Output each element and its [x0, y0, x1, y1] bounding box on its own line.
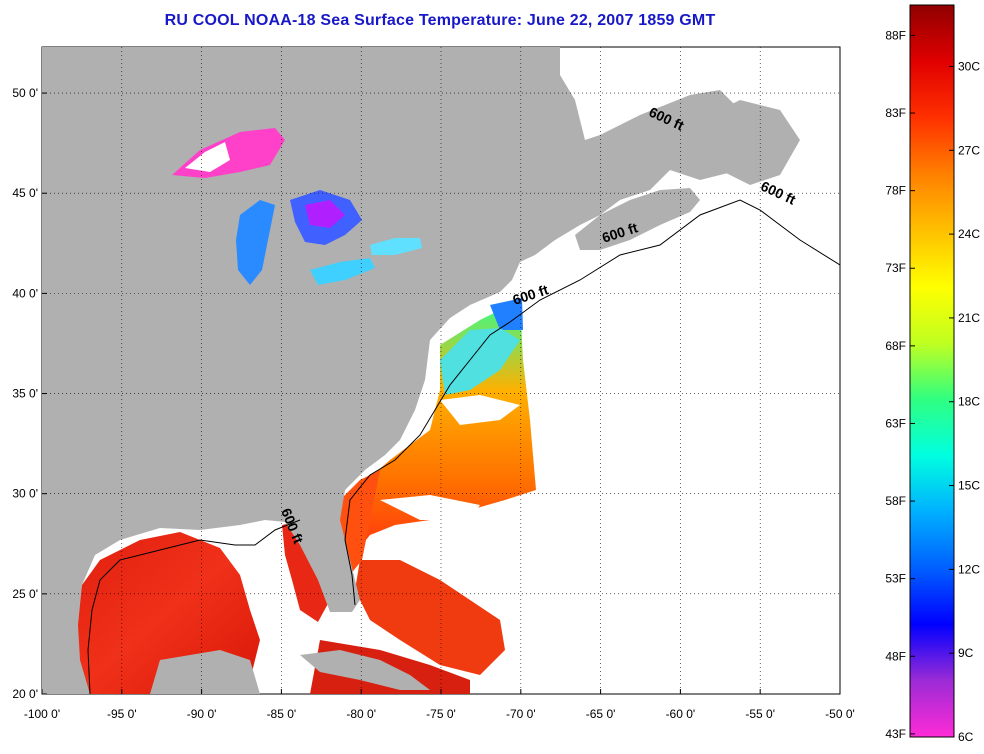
colorbar-c-label: 30C — [958, 59, 980, 73]
colorbar-c-label: 18C — [958, 395, 980, 409]
colorbar-c-label: 6C — [958, 730, 974, 744]
colorbar-fahrenheit-ticks: 43F 48F 53F 58F 63F 68F 73F 78F 83F 88F — [885, 28, 915, 741]
y-tick-label: 30 0' — [12, 487, 38, 501]
x-tick-label: -75 0' — [426, 707, 456, 721]
great-lakes — [172, 128, 422, 285]
colorbar-celsius-ticks: 6C 9C 12C 15C 18C 21C 24C 27C 30C — [949, 59, 980, 744]
x-tick-label: -50 0' — [825, 707, 855, 721]
colorbar-c-label: 27C — [958, 143, 980, 157]
y-tick-label: 45 0' — [12, 186, 38, 200]
x-tick-label: -100 0' — [24, 707, 60, 721]
graticule — [42, 47, 840, 694]
colorbar-c-label: 15C — [958, 479, 980, 493]
cloud-gap — [440, 395, 520, 425]
colorbar-f-label: 83F — [885, 106, 906, 120]
colorbar-f-label: 48F — [885, 649, 906, 663]
x-tick-label: -70 0' — [506, 707, 536, 721]
x-tick-label: -80 0' — [346, 707, 376, 721]
colorbar-c-label: 9C — [958, 646, 974, 660]
cloud-gap — [380, 495, 480, 520]
land-cuba — [300, 650, 430, 690]
colorbar-f-label: 53F — [885, 572, 906, 586]
land-nova-scotia — [575, 188, 700, 250]
colorbar-c-label: 12C — [958, 562, 980, 576]
y-tick-label: 35 0' — [12, 387, 38, 401]
x-tick-label: -60 0' — [666, 707, 696, 721]
colorbar-c-label: 24C — [958, 227, 980, 241]
sst-bahamas — [355, 560, 505, 675]
lake-superior-cloud — [185, 142, 230, 172]
colorbar-f-label: 63F — [885, 416, 906, 430]
y-tick-label: 25 0' — [12, 587, 38, 601]
colorbar-f-label: 78F — [885, 184, 906, 198]
land-yucatan — [150, 650, 260, 694]
sst-cold-shelf — [490, 298, 523, 330]
y-tick-label: 50 0' — [12, 86, 38, 100]
colorbar-f-label: 43F — [885, 727, 906, 741]
sst-cool-shelf — [440, 328, 520, 395]
colorbar-f-label: 68F — [885, 339, 906, 353]
colorbar-f-label: 73F — [885, 261, 906, 275]
x-tick-label: -85 0' — [267, 707, 297, 721]
land-north-america — [42, 47, 760, 694]
lake-ontario — [370, 238, 422, 255]
land-newfoundland — [700, 100, 800, 185]
lake-erie — [310, 258, 375, 285]
sst-florida-east — [340, 470, 380, 575]
land — [42, 47, 800, 694]
x-tick-label: -65 0' — [586, 707, 616, 721]
colorbar-f-label: 58F — [885, 494, 906, 508]
y-tick-label: 40 0' — [12, 286, 38, 300]
colorbar-c-label: 21C — [958, 311, 980, 325]
x-tick-label: -55 0' — [745, 707, 775, 721]
lake-huron-cold — [305, 200, 345, 228]
lake-michigan — [236, 200, 275, 285]
y-axis: 20 0' 25 0' 30 0' 35 0' 40 0' 45 0' 50 0' — [12, 86, 47, 701]
x-tick-label: -90 0' — [187, 707, 217, 721]
colorbar-f-label: 88F — [885, 28, 906, 42]
y-tick-label: 20 0' — [12, 687, 38, 701]
isobath-600ft — [87, 199, 840, 694]
colorbar-gradient — [909, 4, 955, 738]
map-title: RU COOL NOAA-18 Sea Surface Temperature:… — [164, 12, 716, 29]
x-tick-label: -95 0' — [107, 707, 137, 721]
x-axis: -100 0' -95 0' -90 0' -85 0' -80 0' -75 0' -70… — [24, 689, 855, 721]
